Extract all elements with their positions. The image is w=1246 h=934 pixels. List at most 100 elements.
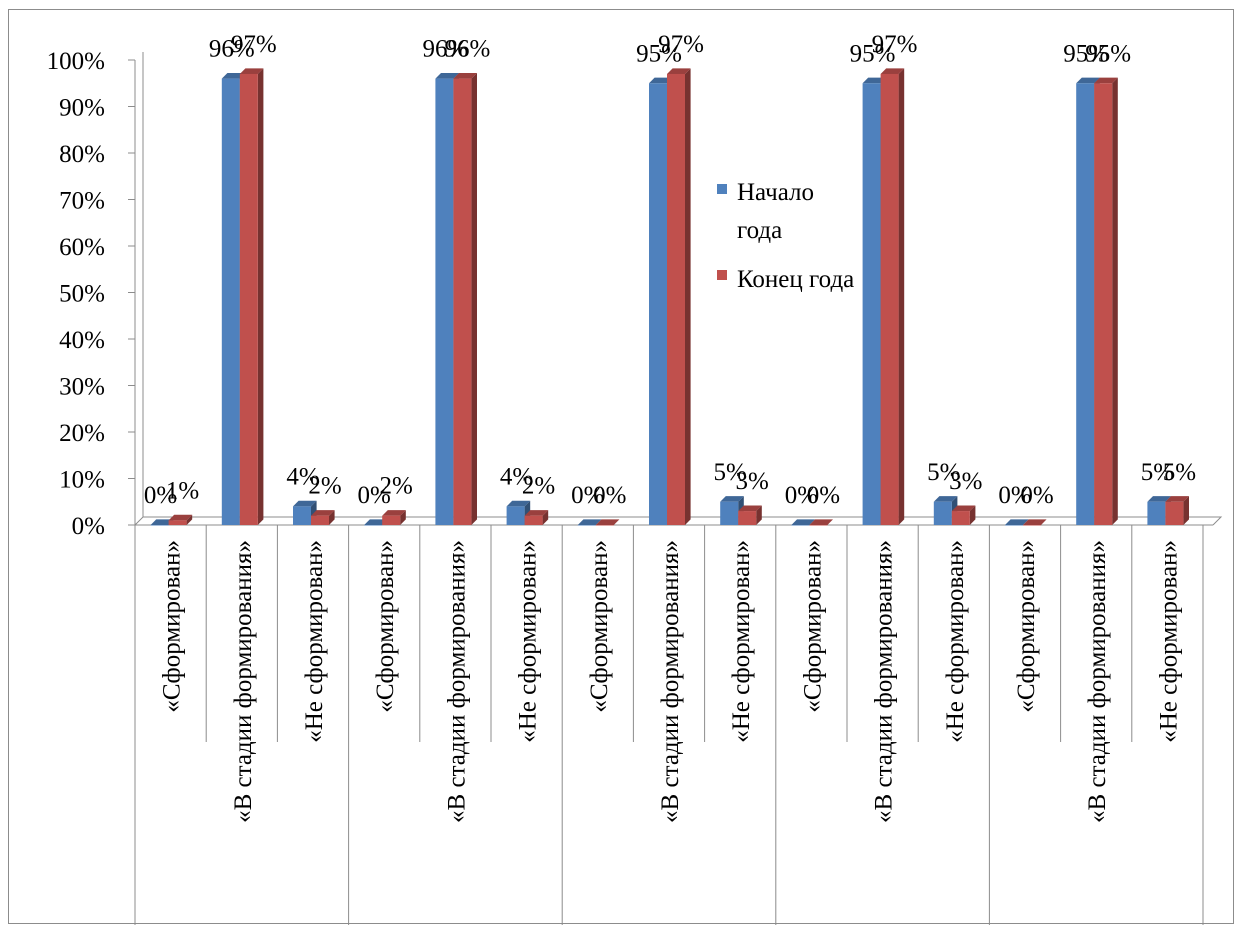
bar-side	[1112, 77, 1118, 526]
x-category-label: «Не сформирован»	[1155, 540, 1182, 743]
bar-front	[1094, 83, 1113, 525]
x-category-label: «Сформирован»	[372, 540, 399, 713]
bar-front	[524, 515, 543, 525]
bar-start	[364, 519, 388, 526]
data-label: 0%	[144, 482, 177, 509]
bar-front	[1076, 83, 1095, 525]
data-label: 3%	[949, 468, 982, 495]
y-tick-label: 20%	[59, 420, 105, 447]
bar-end	[453, 73, 477, 525]
y-tick-label: 100%	[47, 48, 105, 75]
bar-top	[239, 68, 264, 74]
data-label: 0%	[807, 482, 840, 509]
bar-top	[880, 68, 905, 74]
bar-top	[595, 519, 620, 525]
x-category-label: «Сформирован»	[1013, 540, 1040, 713]
bar-front	[791, 525, 810, 526]
y-tick-label: 70%	[59, 188, 105, 215]
bar-end	[738, 505, 762, 525]
y-tick-label: 0%	[72, 513, 105, 540]
data-label: 1%	[166, 477, 199, 504]
x-category-label: «В стадии формирования»	[230, 540, 257, 823]
x-category-label: «Не сформирован»	[515, 540, 542, 743]
x-category-label: «Сформирован»	[799, 540, 826, 713]
bar-end	[168, 514, 193, 525]
bar-end	[951, 505, 976, 525]
bar-side	[898, 68, 905, 525]
legend-swatch-start	[717, 184, 727, 194]
bar-top	[524, 510, 549, 516]
bar-front	[595, 525, 614, 526]
bar-front	[649, 83, 667, 525]
x-category-label: «Не сформирован»	[942, 540, 969, 743]
data-labels: 0% 96% 4% 0% 96% 4% 0% 95% 5% 0% 95% 5% 0% 95% 5% 1% 97%…	[144, 31, 1196, 509]
bar-top	[1094, 77, 1118, 84]
y-tick-label: 10%	[59, 467, 105, 494]
bar-front	[239, 73, 258, 525]
bar-top	[311, 510, 335, 516]
bar-end	[311, 510, 335, 525]
data-label: 96%	[444, 36, 490, 63]
chart-frame	[8, 9, 1234, 924]
data-label: 4%	[500, 463, 533, 490]
axes	[134, 52, 1223, 925]
y-tick-label: 60%	[59, 234, 105, 261]
bar-end	[382, 510, 406, 525]
data-label: 95%	[850, 40, 896, 67]
y-tick-label: 80%	[59, 141, 105, 168]
bar-end	[1023, 519, 1047, 526]
bar-front	[1005, 525, 1023, 526]
bar-top	[168, 514, 193, 521]
data-label: 0%	[571, 482, 604, 509]
legend-swatch-end	[717, 270, 727, 280]
bar-top	[382, 510, 406, 516]
bar-front	[150, 525, 169, 526]
bar-side	[471, 73, 477, 525]
bar-top	[951, 505, 976, 512]
legend-label-start-line: Начало	[737, 179, 814, 206]
data-label: 97%	[231, 31, 277, 58]
bar-start	[1005, 519, 1029, 526]
legend-label-end: Конец года	[737, 266, 854, 293]
x-category-label: «Сформирован»	[586, 540, 613, 713]
bar-top	[1147, 496, 1171, 502]
bar-front	[1023, 525, 1041, 526]
data-label: 0%	[1020, 482, 1053, 509]
bar-top	[453, 73, 477, 79]
data-label: 0%	[593, 482, 626, 509]
bar-front	[720, 501, 739, 525]
data-label: 96%	[422, 36, 468, 63]
bar-start	[577, 519, 602, 526]
bar-end	[667, 68, 691, 525]
bar-front	[221, 78, 240, 525]
bars	[150, 68, 1189, 526]
data-label: 5%	[714, 459, 747, 486]
bar-end	[1094, 77, 1118, 526]
bar-top	[293, 500, 317, 507]
y-tick-label: 90%	[59, 95, 105, 122]
bar-end	[524, 510, 549, 525]
bar-end	[880, 68, 905, 525]
bar-side	[969, 505, 976, 525]
bar-top	[791, 519, 815, 525]
y-tick-label: 50%	[59, 281, 105, 308]
x-category-label: «Не сформирован»	[301, 540, 328, 743]
bar-front	[577, 525, 596, 526]
x-category-label: «Сформирован»	[159, 540, 186, 713]
bar-top	[649, 77, 673, 84]
bar-top	[1005, 519, 1029, 525]
bar-end	[809, 519, 833, 526]
data-label: 4%	[286, 463, 319, 490]
bar-front	[435, 78, 454, 525]
x-category-label: «В стадии формирования»	[1084, 540, 1111, 823]
bar-start	[791, 519, 815, 526]
data-label: 95%	[636, 40, 682, 67]
data-label: 2%	[308, 473, 341, 500]
bar-front	[1165, 501, 1184, 525]
data-label: 97%	[658, 31, 704, 58]
bar-front	[809, 525, 828, 526]
bar-top	[1076, 77, 1100, 84]
data-label: 0%	[998, 482, 1031, 509]
bar-top	[577, 519, 602, 525]
